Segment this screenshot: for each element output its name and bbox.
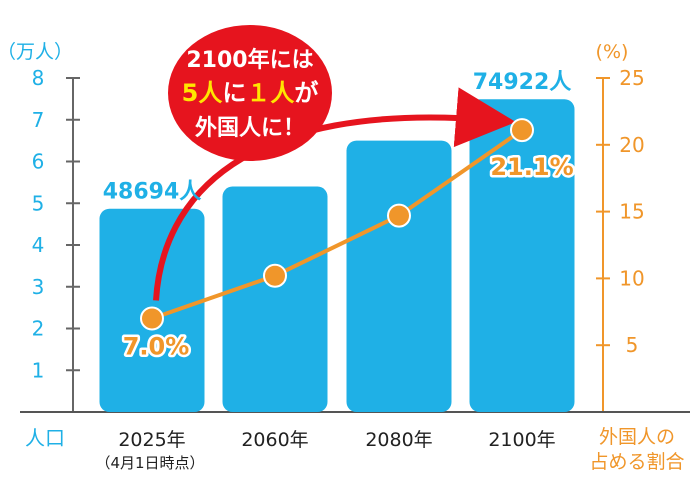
callout-highlight-one: １人	[246, 79, 294, 107]
category-labels: 2025年 2060年 2080年 2100年	[118, 429, 555, 451]
left-tick-label-1: 1	[32, 358, 45, 382]
right-axis-label-line2: 占める割合	[589, 451, 684, 473]
callout-line3: 外国人に！	[195, 115, 305, 141]
bar-3	[469, 99, 575, 412]
left-axis-unit: （万人）	[0, 41, 73, 63]
right-axis-ticks: 5 10 15 20 25	[596, 66, 645, 357]
right-tick-label-20: 20	[619, 133, 644, 157]
percent-point-2	[387, 203, 411, 228]
callout-bubble: 2100年には 5人に１人が 外国人に！	[168, 25, 332, 161]
percent-point-3	[510, 118, 534, 143]
left-axis-label: 人口	[25, 426, 65, 450]
bar-value-label-3: 74922人	[473, 70, 572, 95]
percent-line	[140, 118, 534, 331]
bar-1	[222, 186, 328, 412]
right-tick-label-10: 10	[619, 266, 644, 290]
bar-value-labels: 48694人 74922人	[103, 70, 572, 205]
left-tick-label-6: 6	[32, 150, 45, 174]
percent-value-label-0: 7.0%	[123, 332, 190, 360]
right-axis-unit: (%)	[596, 41, 629, 63]
callout-highlight-five: 5人	[182, 79, 223, 107]
left-tick-label-3: 3	[32, 275, 45, 299]
left-tick-label-2: 2	[32, 317, 45, 341]
percent-value-labels: 7.0% 21.1%	[120, 151, 576, 363]
right-axis-label-line1: 外国人の	[599, 426, 675, 448]
callout-ga: が	[294, 79, 318, 107]
category-label-3: 2100年	[488, 429, 555, 451]
category-label-2: 2080年	[365, 429, 432, 451]
left-tick-label-7: 7	[32, 108, 45, 132]
percent-value-label-3: 21.1%	[490, 153, 573, 181]
right-tick-label-25: 25	[619, 66, 644, 90]
category-note: （4月1日時点）	[95, 454, 204, 472]
bars	[99, 99, 575, 412]
category-label-1: 2060年	[241, 429, 308, 451]
category-label-0: 2025年	[118, 429, 185, 451]
bar-value-label-0: 48694人	[103, 180, 202, 205]
callout-ellipse	[168, 25, 332, 161]
left-tick-label-4: 4	[32, 233, 45, 257]
callout-line1: 2100年には	[186, 47, 313, 73]
callout-line2: 5人に１人が	[182, 79, 319, 107]
right-tick-label-15: 15	[619, 200, 644, 224]
percent-point-0	[140, 306, 164, 331]
bar-2	[346, 140, 452, 412]
right-tick-label-5: 5	[626, 333, 639, 357]
percent-polyline	[151, 128, 524, 321]
percent-point-1	[263, 263, 287, 288]
left-axis-ticks: 1 2 3 4 5 6 7 8	[32, 66, 80, 382]
callout-ni: に	[222, 79, 246, 107]
left-tick-label-8: 8	[32, 66, 45, 90]
left-tick-label-5: 5	[32, 191, 45, 215]
callout-arrow	[153, 87, 516, 301]
